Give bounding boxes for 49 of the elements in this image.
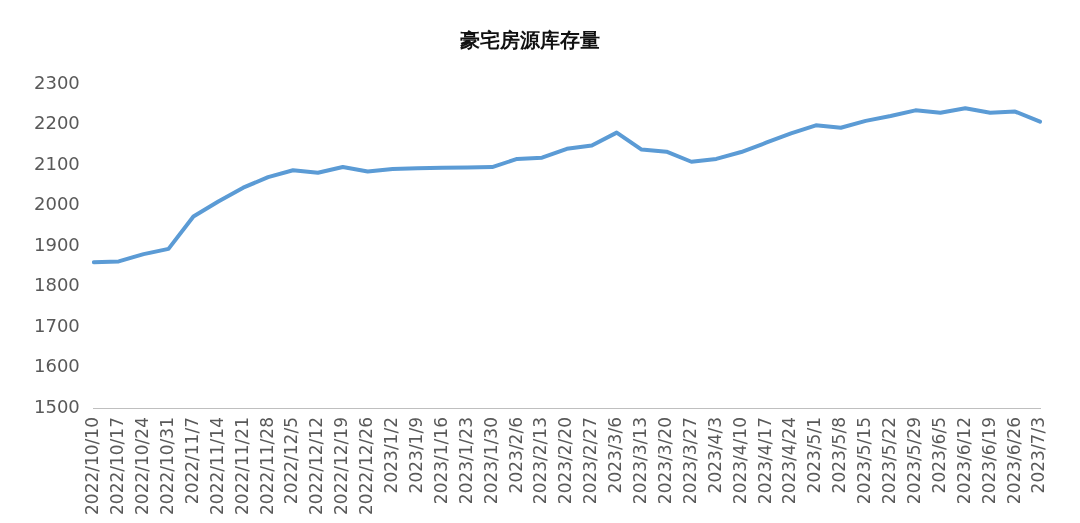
x-tick-label: 2023/3/13 [630,417,651,505]
x-tick-label: 2023/1/30 [480,417,501,505]
y-tick-label: 2200 [34,112,80,134]
x-tick-label: 2023/2/13 [530,417,551,505]
x-tick-label: 2023/5/15 [854,417,875,505]
x-tick-label: 2023/4/17 [754,417,775,505]
x-tick-label: 2023/6/26 [1003,417,1024,505]
x-tick-label: 2023/3/20 [654,417,675,505]
x-tick-label: 2022/11/28 [256,417,277,515]
x-tick-label: 2023/6/5 [928,417,949,494]
y-tick-label: 2000 [34,193,80,215]
x-tick-label: 2022/10/24 [132,417,153,515]
x-tick-label: 2023/2/6 [505,417,526,494]
y-tick-label: 2300 [34,71,80,93]
y-tick-label: 1700 [34,314,80,336]
x-tick-label: 2023/6/12 [953,417,974,505]
x-tick-label: 2022/12/5 [281,417,302,505]
x-tick-label: 2023/1/23 [455,417,476,505]
x-tick-label: 2022/11/7 [181,417,202,505]
x-tick-label: 2023/3/27 [679,417,700,505]
y-tick-label: 1900 [34,233,80,255]
x-tick-label: 2022/12/12 [306,417,327,515]
x-tick-label: 2022/12/19 [331,417,352,515]
x-tick-label: 2023/5/1 [804,417,825,494]
x-tick-label: 2023/5/29 [903,417,924,505]
x-tick-label: 2023/4/10 [729,417,750,505]
x-tick-label: 2023/1/2 [381,417,402,494]
y-tick-label: 1800 [34,274,80,296]
chart-title: 豪宅房源库存量 [459,28,600,53]
y-tick-label: 1600 [34,355,80,377]
x-tick-label: 2023/5/22 [879,417,900,505]
x-tick-label: 2022/11/21 [231,417,252,515]
y-tick-label: 1500 [34,395,80,417]
x-tick-label: 2023/1/16 [430,417,451,505]
x-tick-label: 2023/6/19 [978,417,999,505]
x-tick-label: 2023/4/3 [704,417,725,494]
x-tick-label: 2023/3/6 [605,417,626,494]
x-tick-label: 2022/10/17 [107,417,128,515]
x-tick-label: 2023/5/8 [829,417,850,494]
x-tick-label: 2023/1/9 [405,417,426,494]
x-tick-label: 2022/10/31 [156,417,177,515]
x-tick-label: 2022/11/14 [206,417,227,515]
x-tick-label: 2023/2/27 [580,417,601,505]
x-tick-label: 2023/4/24 [779,417,800,505]
x-tick-label: 2022/10/10 [82,417,103,515]
y-tick-label: 2100 [34,152,80,174]
x-tick-label: 2023/7/3 [1028,417,1049,494]
x-tick-label: 2022/12/26 [356,417,377,515]
x-tick-label: 2023/2/20 [555,417,576,505]
